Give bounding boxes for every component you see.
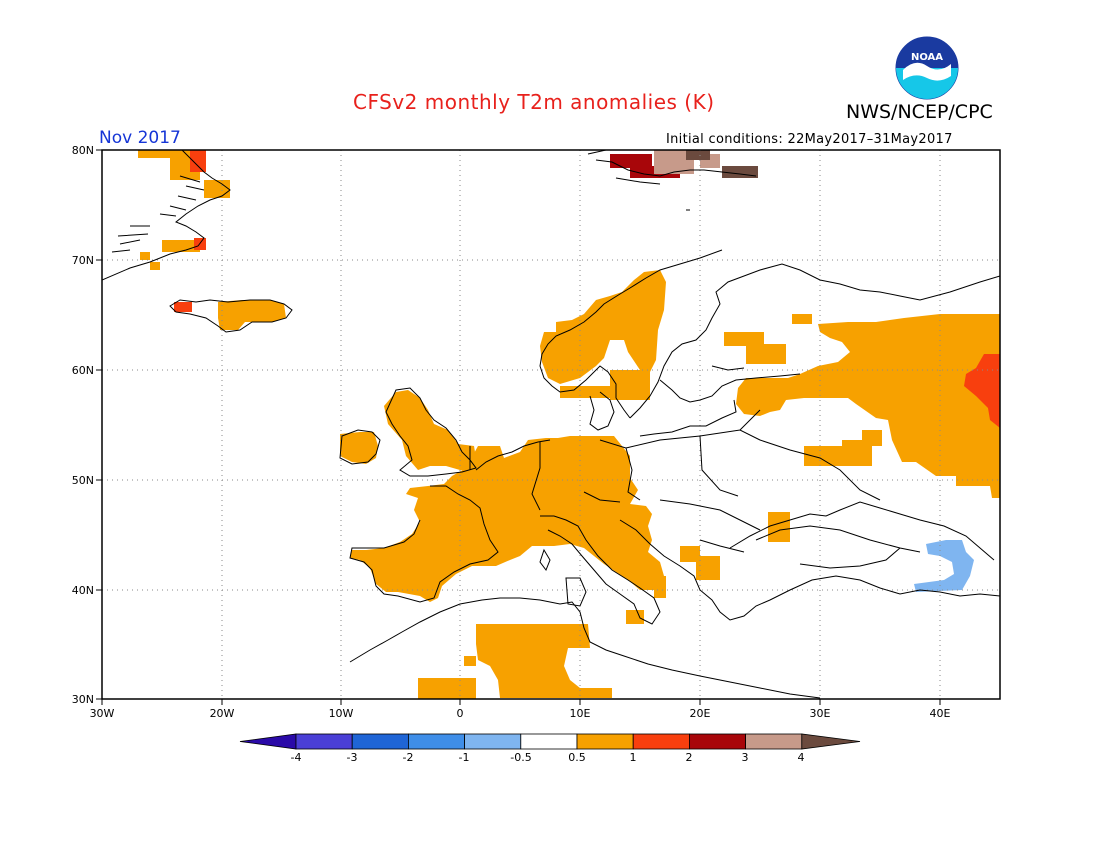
colorbar-label-m05: -0.5 (510, 751, 531, 764)
colorbar-box (576, 733, 634, 750)
colorbar-label-p4: 4 (798, 751, 805, 764)
agency-label: NWS/NCEP/CPC (846, 101, 993, 123)
colorbar-label-p3: 3 (742, 751, 749, 764)
lon-label-10w: 10W (329, 707, 354, 720)
colorbar-label-m4: -4 (291, 751, 302, 764)
colorbar-box (689, 733, 747, 750)
initial-conditions: Initial conditions: 22May2017–31May2017 (666, 132, 953, 147)
colorbar-arrow-low (239, 733, 297, 750)
ticks (96, 149, 941, 705)
lon-labels: 30W 20W 10W 0 10E 20E 30E 40E (90, 707, 951, 720)
colorbar-label-m2: -2 (403, 751, 414, 764)
lat-label-80n: 80N (72, 144, 94, 157)
colorbar-box (407, 733, 465, 750)
colorbar-label-p2: 2 (686, 751, 693, 764)
lat-label-40n: 40N (72, 584, 94, 597)
map-frame (101, 149, 1001, 700)
colorbar-box (745, 733, 803, 750)
anomaly-shading (138, 150, 1000, 699)
lon-label-30e: 30E (810, 707, 831, 720)
chart-title: CFSv2 monthly T2m anomalies (K) (353, 90, 715, 114)
colorbar-box (632, 733, 690, 750)
colorbar-label-m3: -3 (347, 751, 358, 764)
colorbar-label-p05: 0.5 (568, 751, 586, 764)
colorbar-box (520, 733, 578, 750)
lat-label-60n: 60N (72, 364, 94, 377)
noaa-logo: NOAA (895, 36, 959, 100)
lon-label-20e: 20E (690, 707, 711, 720)
forecast-month: Nov 2017 (99, 128, 181, 148)
colorbar-label-p1: 1 (630, 751, 637, 764)
lon-label-40e: 40E (930, 707, 951, 720)
lon-label-10e: 10E (570, 707, 591, 720)
lon-label-20w: 20W (210, 707, 235, 720)
colorbar: -4 -3 -2 -1 -0.5 0.5 1 2 3 4 (239, 733, 861, 764)
lat-label-30n: 30N (72, 693, 94, 706)
colorbar-label-m1: -1 (459, 751, 470, 764)
colorbar-box (464, 733, 522, 750)
lat-labels: 80N 70N 60N 50N 40N 30N (72, 144, 94, 706)
lon-label-30w: 30W (90, 707, 115, 720)
colorbar-box (295, 733, 353, 750)
logo-text: NOAA (911, 52, 943, 63)
graticule (102, 150, 1000, 699)
lon-label-0: 0 (457, 707, 464, 720)
lat-label-50n: 50N (72, 474, 94, 487)
lat-label-70n: 70N (72, 254, 94, 267)
coastlines (102, 150, 1000, 699)
colorbar-arrow-high (801, 733, 861, 750)
colorbar-box (351, 733, 409, 750)
